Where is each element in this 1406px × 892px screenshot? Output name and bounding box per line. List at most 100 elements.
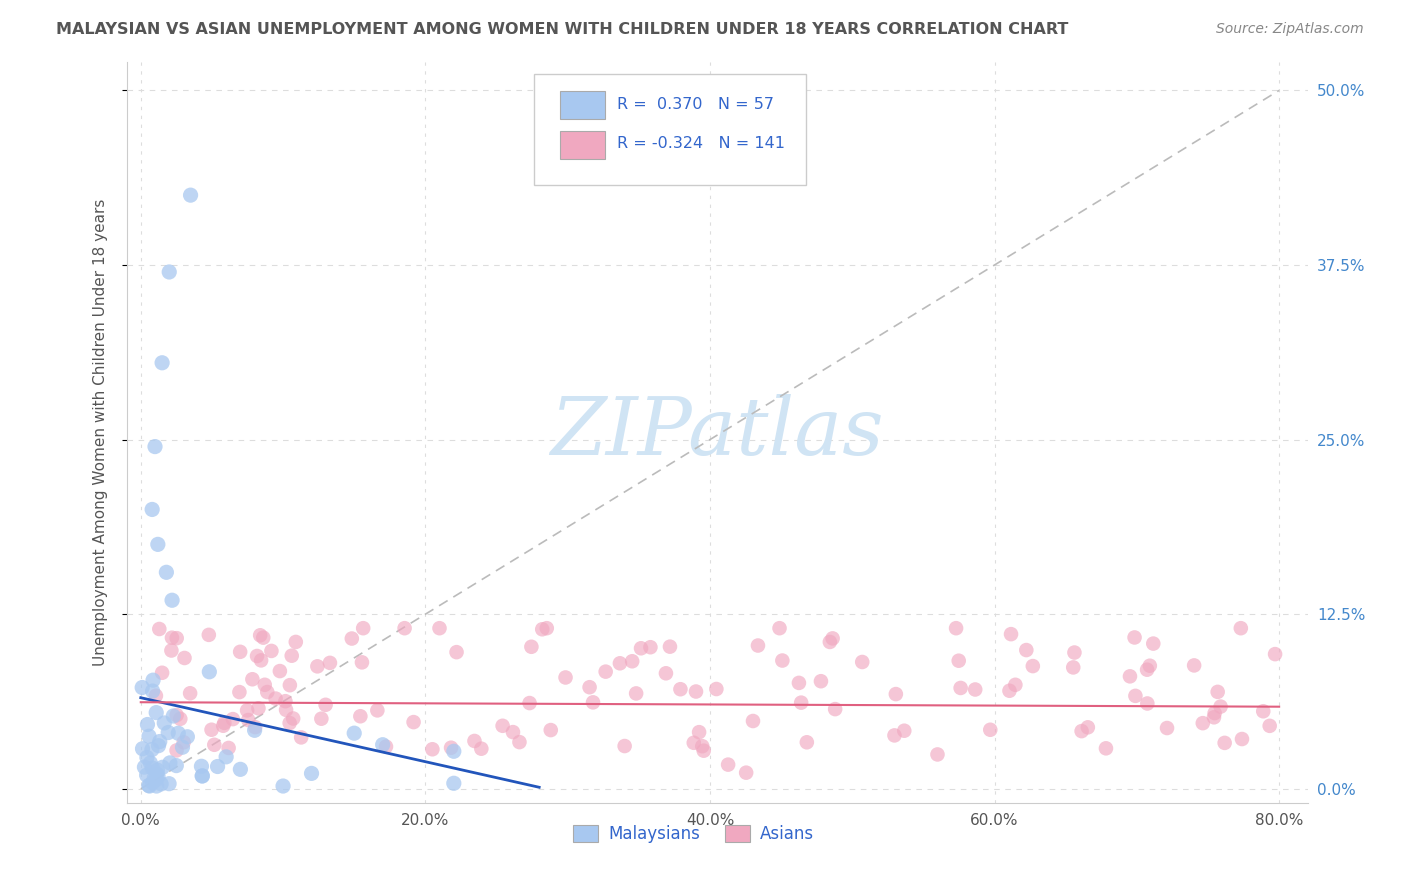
Point (595, 665, 617, 679)
Point (142, 684, 165, 698)
Point (238, 713, 260, 727)
Text: R = -0.324   N = 141: R = -0.324 N = 141 (617, 136, 785, 151)
Point (582, 695, 605, 709)
Point (470, 741, 492, 756)
Point (948, 654, 970, 668)
Text: R =  0.370   N = 57: R = 0.370 N = 57 (617, 97, 773, 112)
Point (742, 714, 765, 728)
Point (307, 659, 329, 673)
Point (243, 720, 266, 734)
Point (290, 731, 312, 745)
Point (150, 665, 173, 680)
Point (264, 691, 287, 706)
Point (172, 740, 194, 755)
Point (146, 767, 169, 781)
Point (249, 628, 271, 642)
Point (143, 440, 166, 454)
Point (148, 739, 170, 753)
Point (135, 750, 157, 764)
Point (166, 708, 188, 723)
Point (160, 631, 183, 645)
Point (146, 537, 169, 551)
Point (311, 712, 333, 726)
Point (443, 776, 465, 790)
Point (1213, 736, 1236, 750)
Point (222, 712, 245, 726)
Point (1139, 658, 1161, 673)
Point (624, 686, 647, 700)
Point (153, 715, 176, 730)
Point (146, 769, 169, 783)
Point (152, 760, 174, 774)
FancyBboxPatch shape (534, 73, 806, 185)
Point (818, 635, 841, 649)
Point (1182, 658, 1205, 673)
Point (578, 680, 600, 694)
Point (350, 656, 373, 670)
Point (851, 655, 873, 669)
Point (157, 265, 180, 279)
Point (229, 645, 252, 659)
Point (658, 640, 681, 654)
Point (1202, 710, 1225, 724)
Point (371, 738, 394, 752)
Point (810, 674, 832, 689)
Point (688, 725, 710, 739)
Point (1204, 706, 1226, 720)
Point (135, 768, 157, 782)
Point (198, 665, 221, 679)
Point (131, 681, 153, 695)
Point (1156, 721, 1178, 735)
Point (1125, 689, 1147, 703)
Point (157, 725, 180, 739)
Point (613, 739, 636, 753)
Point (884, 687, 907, 701)
Point (207, 759, 229, 773)
Point (278, 678, 301, 692)
Point (366, 703, 388, 717)
Point (394, 621, 416, 635)
Point (1063, 646, 1085, 660)
Point (136, 717, 159, 731)
Point (145, 772, 167, 787)
Point (682, 736, 704, 750)
Point (927, 747, 949, 762)
Point (139, 756, 162, 770)
Point (280, 648, 302, 663)
Point (979, 723, 1001, 737)
Point (1230, 621, 1253, 635)
Point (202, 738, 225, 752)
Legend: Malaysians, Asians: Malaysians, Asians (567, 819, 821, 850)
Point (145, 706, 167, 720)
Point (1206, 685, 1229, 699)
Point (640, 640, 662, 655)
Point (160, 643, 183, 657)
Point (134, 760, 156, 774)
Point (228, 685, 250, 699)
Point (274, 703, 297, 717)
Point (138, 779, 160, 793)
Point (440, 740, 463, 755)
FancyBboxPatch shape (560, 91, 605, 120)
Point (520, 640, 543, 654)
Point (1119, 669, 1142, 683)
Point (200, 723, 222, 737)
Point (693, 744, 716, 758)
Point (717, 757, 740, 772)
Point (502, 725, 524, 739)
Point (375, 739, 398, 754)
Point (508, 735, 530, 749)
Point (343, 726, 366, 740)
Point (138, 779, 160, 793)
Point (229, 762, 252, 776)
Point (145, 779, 167, 793)
Point (945, 621, 967, 635)
Point (747, 639, 769, 653)
Point (191, 769, 214, 783)
Point (685, 684, 707, 698)
Point (949, 681, 972, 695)
Point (149, 734, 172, 748)
Point (1191, 716, 1213, 731)
Point (246, 648, 269, 663)
Point (965, 682, 987, 697)
